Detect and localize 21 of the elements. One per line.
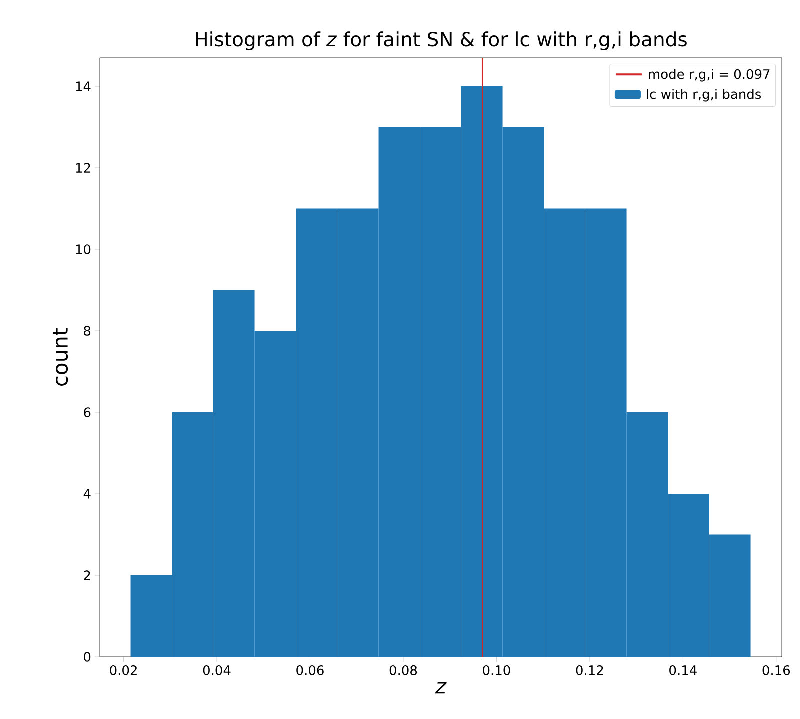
y-tick-label: 10 (76, 244, 91, 254)
y-tick-label: 2 (84, 570, 90, 580)
y-tick-label: 14 (76, 82, 91, 92)
y-axis-title: count (53, 328, 68, 386)
y-tick-label: 6 (84, 408, 91, 418)
y-tick-label: 4 (84, 489, 91, 499)
y-tick-label: 12 (76, 163, 90, 173)
x-tick-label: 0.08 (390, 666, 418, 676)
x-axis-title: z (435, 682, 447, 694)
x-tick-label: 0.14 (670, 666, 697, 676)
x-tick-label: 0.16 (762, 666, 790, 676)
legend-label: lc with r,g,i bands (647, 89, 762, 102)
x-tick-label: 0.12 (576, 666, 604, 676)
x-tick-label: 0.06 (296, 666, 324, 676)
y-tick-label: 8 (84, 326, 91, 336)
x-tick-label: 0.04 (203, 666, 231, 676)
x-tick-label: 0.02 (110, 666, 137, 676)
x-tick-label: 0.10 (483, 666, 510, 676)
y-tick-label: 0 (84, 652, 91, 662)
chart-title: Histogram of z for faint SN & for lc with r,g,i bands (196, 32, 687, 50)
legend-label: mode r,g,i = 0.097 (649, 69, 770, 82)
